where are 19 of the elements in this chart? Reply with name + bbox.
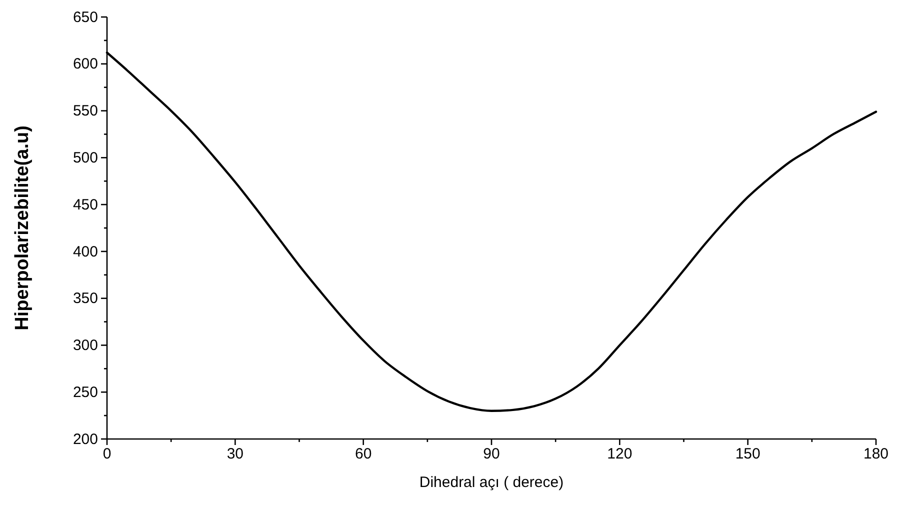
y-tick-label: 550 <box>72 102 98 120</box>
x-tick-label: 90 <box>483 446 500 463</box>
x-tick-label: 180 <box>863 446 889 463</box>
y-axis-title: Hiperpolarizebilite(a.u) <box>12 126 33 330</box>
y-tick-label: 650 <box>72 8 98 26</box>
y-tick-label: 200 <box>72 430 98 448</box>
y-tick-label: 300 <box>72 337 98 354</box>
y-tick-label: 350 <box>72 290 98 308</box>
y-tick-label: 450 <box>72 196 98 214</box>
x-tick-label: 0 <box>102 446 112 463</box>
y-tick-label: 600 <box>72 56 98 73</box>
y-tick-label: 250 <box>72 384 98 401</box>
x-tick-label: 120 <box>607 446 632 463</box>
x-axis-title: Dihedral açı ( derece) <box>419 474 564 491</box>
x-tick-label: 30 <box>226 446 244 463</box>
x-tick-label: 150 <box>735 446 760 463</box>
y-tick-label: 500 <box>72 149 98 166</box>
y-tick-label: 400 <box>72 243 98 260</box>
x-tick-label: 60 <box>354 446 372 463</box>
